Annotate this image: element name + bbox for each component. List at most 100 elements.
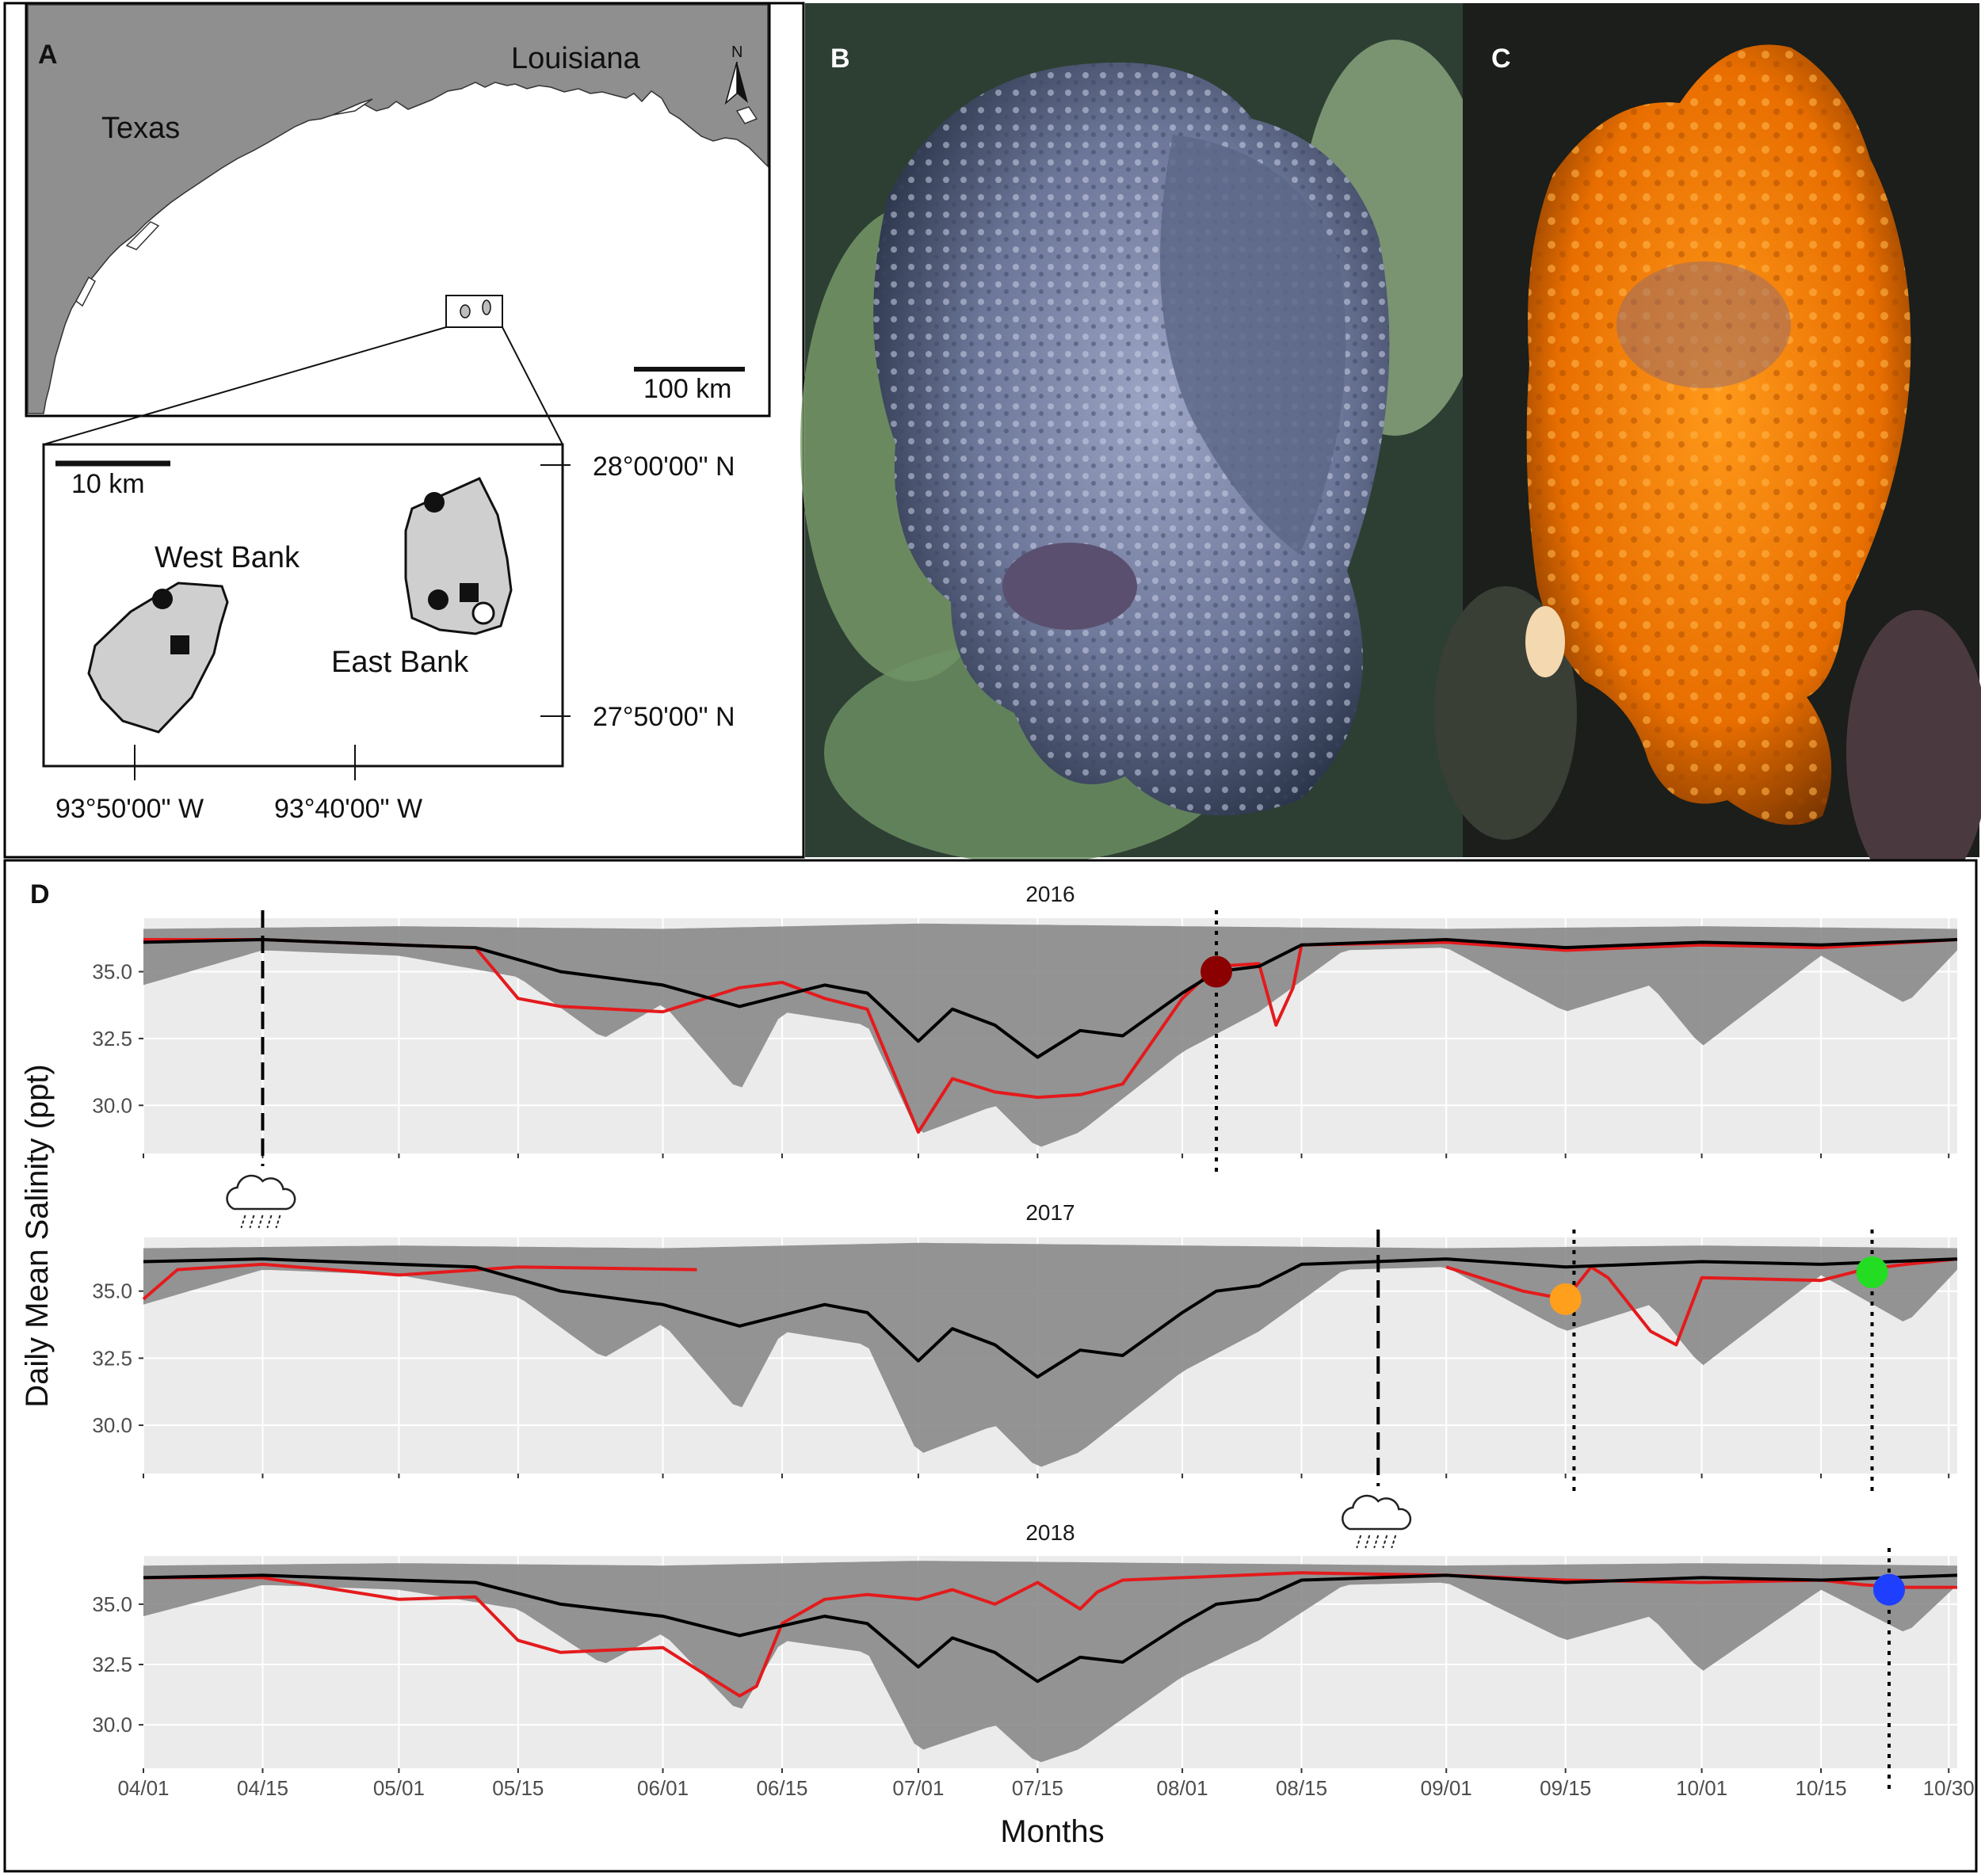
rain-drop	[1356, 1535, 1362, 1549]
rain-cloud-icon	[1342, 1494, 1412, 1549]
y-tick-label: 30.0	[92, 1713, 132, 1737]
sponge-opening	[1002, 543, 1137, 630]
x-tick-label: 09/01	[1421, 1776, 1472, 1800]
chart-layer: 35.0 32.5 30.0 2016 35.0 32.5 30.0 2017 35.0 32.5…	[92, 882, 1974, 1800]
x-tick-label: 06/01	[637, 1776, 689, 1800]
coastal-bay	[332, 98, 373, 116]
rain-drop	[1382, 1535, 1388, 1549]
climatology-mean-line	[143, 1257, 1958, 1379]
banks-detail-map: 10 km West Bank East Bank	[42, 443, 571, 780]
zoom-line	[502, 326, 563, 445]
site-marker-circle	[428, 589, 448, 610]
facet-panel-2016: 35.0 32.5 30.0 2016	[92, 882, 1958, 1229]
west-bank-label: West Bank	[155, 541, 300, 574]
year-salinity-line-2017	[142, 1262, 697, 1301]
rain-cloud-icon	[226, 1174, 296, 1229]
scale-label-10km: 10 km	[71, 469, 145, 499]
rock-background	[1846, 610, 1981, 895]
longitude-label: 93°40'00" W	[274, 794, 422, 824]
sampling-event-marker	[1200, 955, 1233, 988]
y-tick-label: 35.0	[92, 1279, 132, 1303]
scale-label-100km: 100 km	[643, 374, 732, 404]
rain-drop	[240, 1214, 246, 1229]
panel-c-photo: C	[1434, 3, 1981, 895]
latitude-label: 27°50'00" N	[593, 702, 735, 732]
climatology-range-band	[143, 1561, 1957, 1763]
y-tick-label: 32.5	[92, 1027, 132, 1050]
x-tick-label: 05/01	[373, 1776, 425, 1800]
x-tick-label: 09/15	[1540, 1776, 1591, 1800]
panel-label-a: A	[38, 40, 58, 70]
rain-drop	[249, 1214, 255, 1229]
cloud-shape	[1342, 1494, 1412, 1531]
x-tick-label: 08/01	[1157, 1776, 1208, 1800]
inset-locator-box	[445, 295, 503, 328]
facet-title: 2018	[1025, 1520, 1074, 1545]
rain-drop	[1391, 1535, 1397, 1549]
west-bank-shape	[87, 581, 229, 734]
longitude-label: 93°50'00" W	[55, 794, 204, 824]
climatology-range-band	[143, 1242, 1957, 1467]
coastal-bay	[735, 106, 758, 124]
climatology-mean-line	[143, 1573, 1958, 1683]
facet-title: 2017	[1025, 1200, 1074, 1225]
sponge-lip	[1525, 606, 1565, 677]
state-label-louisiana: Louisiana	[511, 42, 641, 75]
panel-a-map: Louisiana Texas N 100 km 10 km	[3, 2, 805, 859]
site-marker-open-circle	[471, 601, 495, 625]
encrusting-growth	[1616, 261, 1791, 388]
rain-drop	[258, 1214, 264, 1229]
east-bank-label: East Bank	[331, 646, 469, 679]
x-tick-label: 05/15	[492, 1776, 544, 1800]
texas-louisiana-land	[27, 4, 769, 414]
latitude-label: 28°00'00" N	[593, 452, 735, 482]
rain-drop	[1373, 1535, 1380, 1549]
climatology-range-band	[143, 923, 1957, 1147]
x-tick-label: 04/01	[117, 1776, 169, 1800]
zoom-line	[43, 326, 447, 445]
cloud-shape	[226, 1174, 296, 1211]
sampling-event-marker	[1549, 1283, 1582, 1315]
sampling-event-marker	[1873, 1573, 1906, 1606]
rain-drop	[1365, 1535, 1371, 1549]
panel-label-d: D	[30, 879, 50, 909]
y-tick-label: 30.0	[92, 1093, 132, 1117]
panel-label-c: C	[1491, 44, 1511, 74]
x-tick-label: 10/01	[1676, 1776, 1727, 1800]
x-tick-label: 10/30	[1923, 1776, 1975, 1800]
x-tick-label: 07/15	[1012, 1776, 1063, 1800]
x-tick-label: 04/15	[237, 1776, 288, 1800]
panel-d-chart: D Daily Mean Salinity (ppt) Months 35.03…	[3, 859, 1978, 1873]
site-marker-circle	[152, 589, 173, 609]
panel-b-photo: B	[800, 3, 1490, 864]
x-tick-label: 07/01	[892, 1776, 944, 1800]
facet-panel-2018: 35.0 32.5 30.0 2018	[92, 1520, 1958, 1792]
facet-panel-2017: 35.0 32.5 30.0 2017	[92, 1200, 1958, 1549]
y-tick-label: 32.5	[92, 1346, 132, 1370]
sponge-inner-cavity	[1160, 135, 1346, 555]
x-tick-label: 08/15	[1276, 1776, 1327, 1800]
site-marker-square	[170, 635, 189, 654]
y-tick-label: 30.0	[92, 1413, 132, 1437]
rain-drop	[275, 1214, 281, 1229]
state-label-texas: Texas	[101, 112, 180, 145]
x-tick-label: 06/15	[756, 1776, 807, 1800]
regional-map: Louisiana Texas N 100 km	[25, 2, 771, 418]
inset-bank-shape	[460, 304, 471, 318]
north-label: N	[731, 44, 742, 61]
facet-title: 2016	[1025, 882, 1074, 906]
north-arrow-icon: N	[724, 44, 748, 105]
y-tick-label: 35.0	[92, 960, 132, 984]
sampling-event-marker	[1856, 1256, 1888, 1289]
rain-drop	[266, 1214, 273, 1229]
site-marker-circle	[424, 492, 445, 513]
inset-bank-shape	[482, 299, 491, 315]
orange-sponge-texture	[1526, 44, 1911, 826]
climatology-mean-line	[143, 938, 1958, 1059]
y-tick-label: 32.5	[92, 1653, 132, 1676]
coastal-bay	[75, 276, 96, 307]
y-axis-title: Daily Mean Salinity (ppt)	[20, 1064, 55, 1408]
x-tick-label: 10/15	[1796, 1776, 1847, 1800]
